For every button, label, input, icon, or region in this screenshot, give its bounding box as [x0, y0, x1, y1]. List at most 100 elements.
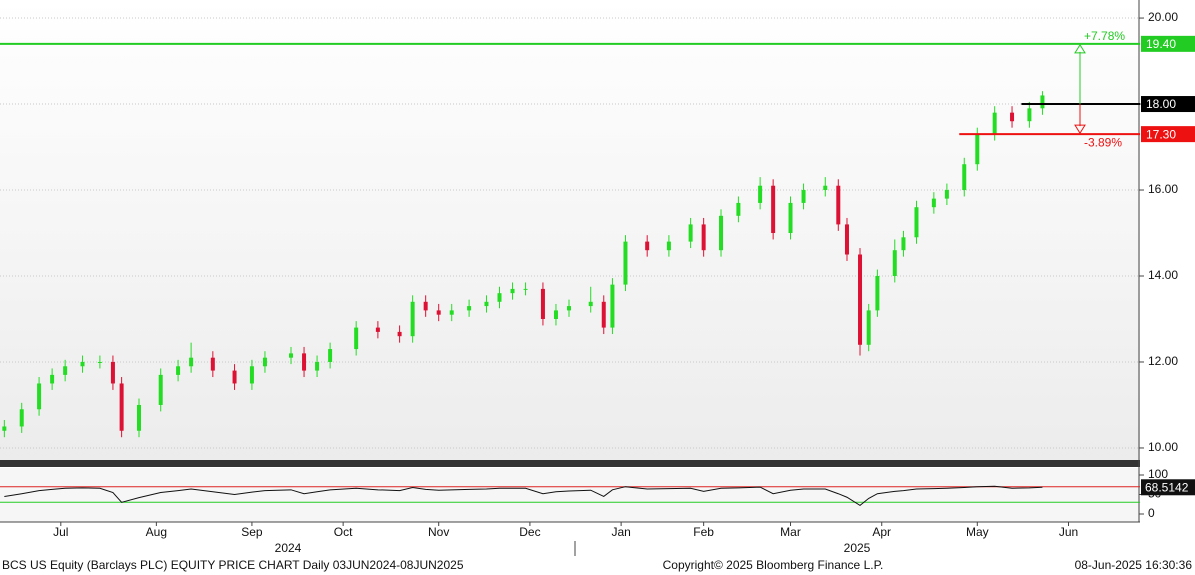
candle-body [375, 327, 380, 332]
candle-body [901, 237, 906, 251]
candle-body [354, 327, 359, 350]
candle-body [136, 404, 141, 431]
candle-body [771, 185, 776, 234]
x-tick-label: Jul [53, 525, 68, 539]
candle-body [866, 310, 871, 345]
candle-body [210, 357, 215, 371]
x-tick-label: Aug [146, 525, 167, 539]
candle-body [302, 353, 307, 371]
candle-body [688, 224, 693, 242]
candle-body [610, 284, 615, 328]
x-tick-label: Sep [241, 525, 263, 539]
candle-body [1010, 112, 1015, 122]
candle-body [523, 288, 528, 290]
candle-body [19, 409, 24, 427]
candle-body [758, 185, 763, 203]
candle-body [50, 374, 55, 384]
arrow-head [1074, 124, 1086, 135]
candle-body [944, 190, 949, 199]
annotation: +7.78% [1084, 29, 1125, 43]
candle-body [1027, 108, 1032, 122]
y-tick-label: 10.00 [1148, 440, 1178, 454]
x-tick-label: Apr [872, 525, 891, 539]
footer-text: 08-Jun-2025 16:30:36 [1075, 558, 1193, 572]
candle-body [736, 202, 741, 216]
candle-body [588, 301, 593, 307]
candle-body [110, 361, 115, 384]
candle-body [836, 185, 841, 225]
panel-divider [0, 460, 1140, 467]
candle-body [232, 370, 237, 384]
x-tick-label: May [966, 525, 989, 539]
candle-body [962, 164, 967, 191]
candle-body [484, 301, 489, 307]
footer-text: BCS US Equity (Barclays PLC) EQUITY PRIC… [2, 558, 464, 572]
candle-body [315, 361, 320, 371]
candle-body [423, 301, 428, 311]
footer-text: Copyright© 2025 Bloomberg Finance L.P. [663, 558, 884, 572]
candle-body [666, 241, 671, 251]
candle-body [540, 288, 545, 319]
y-tick-label: 100 [1148, 467, 1168, 481]
annotation: -3.89% [1084, 135, 1122, 149]
candle-body [397, 331, 402, 337]
candle-body [328, 349, 333, 362]
x-tick-label: Jun [1059, 525, 1078, 539]
candle-body [80, 361, 85, 367]
rsi-line [4, 485, 1043, 507]
candle-body [97, 361, 102, 363]
candle-body [931, 198, 936, 208]
price-tag-label: 18.00 [1146, 97, 1176, 111]
candle-body [892, 250, 897, 276]
candle-body [914, 207, 919, 238]
x-tick-label: Feb [693, 525, 714, 539]
x-tick-label: Mar [780, 525, 801, 539]
x-tick-label: Dec [519, 525, 540, 539]
candle-body [249, 366, 254, 384]
candle-body [289, 353, 294, 358]
candle-body [119, 383, 124, 431]
x-tick-label: Nov [428, 525, 449, 539]
candle-body [567, 306, 571, 311]
y-tick-label: 20.00 [1148, 10, 1178, 24]
candle-body [844, 224, 849, 255]
price-tag-label: 17.30 [1146, 127, 1176, 141]
candle-body [63, 366, 68, 375]
value-tag [1141, 479, 1195, 496]
candle-body [410, 301, 415, 337]
candle-body [449, 310, 454, 315]
candle-body [510, 288, 515, 294]
price-tag [1141, 35, 1195, 52]
arrow-head [1074, 43, 1086, 54]
rsi-bg [0, 468, 1140, 522]
y-tick-label: 12.00 [1148, 354, 1178, 368]
candle-body [262, 357, 267, 367]
y-tick-label: 0 [1148, 506, 1155, 520]
x-tick-label: Oct [334, 525, 353, 539]
candle-body [467, 306, 472, 311]
candle-body [176, 366, 181, 375]
candle-body [553, 310, 558, 319]
candle-body [858, 254, 863, 345]
price-tag [1141, 126, 1195, 143]
year-label: 2024 [275, 541, 302, 555]
x-tick-label: Jan [611, 525, 630, 539]
candle-body [788, 202, 793, 234]
candle-body [189, 357, 194, 367]
candle-body [1040, 95, 1045, 109]
candle-body [701, 224, 706, 251]
y-tick-label: 16.00 [1148, 182, 1178, 196]
y-tick-label: 14.00 [1148, 268, 1178, 282]
year-label: 2025 [844, 541, 871, 555]
candle-body [497, 293, 502, 302]
candle-body [823, 185, 828, 191]
price-tag-label: 19.40 [1146, 37, 1176, 51]
candle-body [2, 426, 7, 431]
plot-bg [0, 0, 1140, 460]
candle-body [875, 276, 880, 311]
candle-body [158, 374, 163, 405]
candle-body [623, 241, 628, 285]
candle-body [801, 190, 806, 203]
candle-body [719, 215, 724, 251]
value-tag-label: 68.5142 [1145, 480, 1189, 494]
